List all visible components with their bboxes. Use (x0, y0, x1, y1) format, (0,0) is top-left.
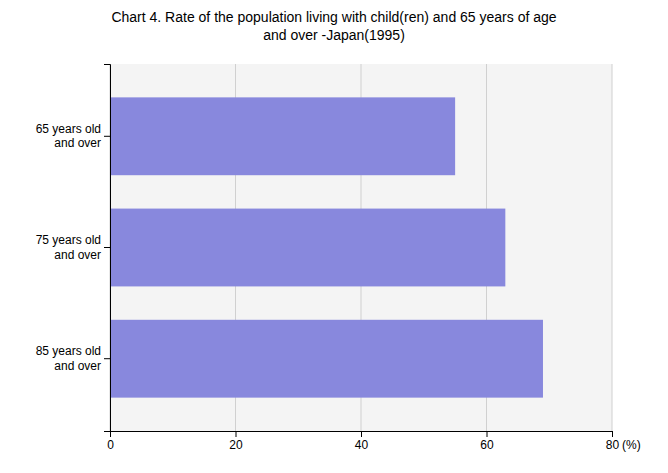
tick-mark (612, 431, 613, 437)
tick-mark (104, 247, 110, 248)
tick: 60 (480, 431, 494, 452)
tick-label: 75 years oldand over (36, 233, 101, 261)
tick: 75 years oldand over (36, 233, 110, 261)
tick: 40 (355, 431, 369, 452)
tick-mark (104, 358, 110, 359)
x-axis: 0 20 40 60 80 (107, 431, 619, 452)
tick-mark (236, 431, 237, 437)
bar (110, 320, 543, 398)
tick-mark (361, 431, 362, 437)
bar (110, 209, 505, 287)
tick-label: 20 (229, 438, 243, 452)
chart: Chart 4. Rate of the population living w… (0, 0, 668, 473)
bar (110, 97, 455, 175)
axis-line (104, 65, 111, 432)
axis-line (111, 432, 613, 438)
tick-label: 85 years oldand over (36, 344, 101, 372)
tick: 20 (229, 431, 243, 452)
axis-label: (%) (622, 438, 641, 452)
tick-label: 0 (107, 438, 114, 452)
title: Chart 4. Rate of the population living w… (111, 9, 556, 43)
tick-label: 60 (480, 438, 494, 452)
tick-label: 80 (606, 438, 620, 452)
tick: 65 years oldand over (36, 122, 110, 150)
plot-background (110, 64, 612, 431)
tick: 85 years oldand over (36, 344, 110, 372)
grid (110, 64, 612, 431)
y-axis: 65 years oldand over 75 years oldand over… (36, 65, 111, 432)
plot: 0 20 40 60 80(%) 65 years oldand over 75 years… (36, 64, 641, 452)
tick-mark (487, 431, 488, 437)
bars (110, 97, 543, 397)
tick: 80 (606, 431, 620, 452)
tick: 0 (107, 431, 114, 452)
tick-mark (104, 136, 110, 137)
tick-label: 40 (355, 438, 369, 452)
grid-line (612, 64, 613, 431)
tick-label: 65 years oldand over (36, 122, 101, 150)
